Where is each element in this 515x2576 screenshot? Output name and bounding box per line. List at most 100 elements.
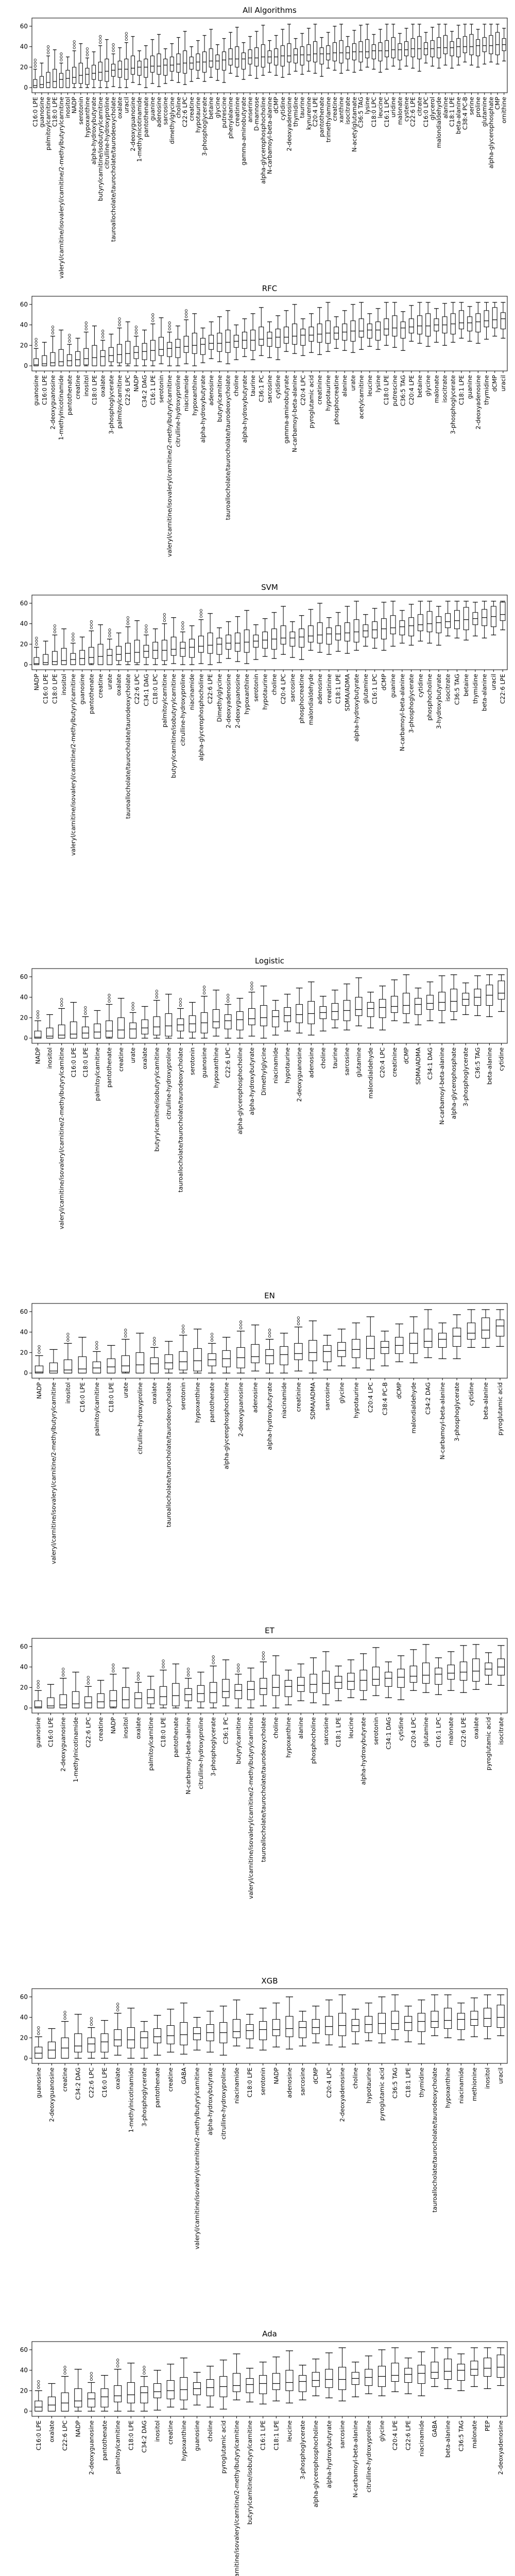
box-body [492, 307, 497, 329]
x-tick-label: 2-deoxyadenosine [497, 2420, 504, 2475]
box-outlier [297, 1319, 300, 1323]
box-body [285, 2370, 294, 2391]
x-tick-label: C18:1 LPE [405, 2067, 412, 2097]
x-tick-label: phosphocholine [310, 1717, 317, 1764]
y-tick-label: 0 [24, 1369, 28, 1377]
box-outlier [199, 615, 202, 618]
box-body [272, 2373, 280, 2390]
box-body [426, 611, 433, 633]
x-tick-label: 2-deoxyguanosine [48, 2067, 55, 2122]
x-tick-label: cytidine [417, 674, 424, 698]
x-tick-label: 3-phosphoglycerate [453, 1382, 460, 1442]
x-tick-label: valeryl/carnitine/isovaleryl/carnitine/2… [166, 375, 173, 557]
box-outlier [212, 1662, 215, 1665]
box-outlier [95, 1347, 98, 1350]
box-body [284, 1680, 293, 1697]
panel-4: EN 0 20 40 60 NADP valeryl/carnitine/isovalery… [20, 1291, 508, 1564]
box-outlier [112, 1664, 115, 1667]
x-tick-label: niacinamide [183, 375, 190, 411]
box-outlier [63, 2369, 66, 2372]
box-outlier [38, 1351, 41, 1354]
box-body [462, 36, 467, 54]
x-tick-label: adenosine [316, 674, 323, 704]
box-outlier [162, 1666, 165, 1669]
x-tick-label: leucine [376, 97, 384, 118]
box-body [236, 1011, 244, 1030]
x-tick-label: C18:1 LPE [335, 1717, 342, 1747]
box-body [244, 630, 250, 653]
x-tick-label: hypotaurine [284, 1047, 291, 1083]
box-body [481, 1317, 490, 1339]
x-tick-label: glycine [378, 2420, 385, 2442]
box-outlier [212, 1655, 215, 1658]
x-tick-label: adenosine [307, 1047, 315, 1078]
box-body [61, 648, 67, 665]
x-tick-label: creatine [61, 2067, 68, 2092]
x-tick-label: C20:4 LPE [408, 375, 415, 405]
box-body [337, 1342, 346, 1357]
x-tick-label: niacinamide [457, 2067, 465, 2104]
x-tick-label: pyroglutamic acid [220, 2420, 227, 2473]
box-outlier [60, 1004, 63, 1007]
box-outlier [116, 2362, 119, 2365]
x-tick-label: oxalate [472, 1717, 479, 1739]
x-tick-label: cytidine [274, 375, 282, 399]
x-tick-label: 2-deoxyguanosine [49, 375, 56, 430]
x-tick-label: oxalate [115, 674, 123, 696]
box-body [215, 55, 220, 70]
x-tick-label: alanine [442, 97, 449, 118]
x-tick-label: pyroglutamic acid [485, 1717, 492, 1770]
panel-title: All Algorithms [243, 6, 297, 15]
x-tick-label: 1-methylnicotinamide [58, 375, 65, 440]
x-tick-label: inositol [484, 2067, 491, 2089]
box-body [70, 1021, 77, 1039]
box-body [147, 1689, 154, 1704]
box-outlier [85, 50, 89, 54]
x-tick-label: C18:0 LPE [108, 1382, 115, 1412]
box-body [313, 41, 317, 62]
box-body [246, 2378, 254, 2393]
x-tick-label: betaine [416, 375, 423, 398]
x-tick-label: inositol [154, 2420, 161, 2442]
box-body [280, 1346, 288, 1365]
x-tick-label: C18:0 LPE [82, 1047, 89, 1077]
box-body [344, 622, 350, 641]
box-body [259, 2021, 267, 2040]
box-outlier [125, 35, 128, 38]
box-body [207, 632, 213, 654]
box-body [475, 313, 481, 333]
box-outlier [268, 1332, 271, 1335]
box-body [47, 2396, 56, 2412]
box-body [166, 2025, 175, 2044]
box-body [153, 2028, 162, 2043]
x-tick-label: oxalate [116, 97, 124, 118]
x-tick-label: isocitrate [441, 375, 449, 403]
box-outlier [116, 2009, 119, 2012]
box-body [339, 40, 344, 63]
x-tick-label: alpha-glycerophosphocholine [260, 97, 267, 184]
plot-frame [31, 2341, 508, 2417]
box-body [482, 37, 487, 53]
box-outlier [124, 1334, 127, 1338]
x-tick-label: phosphocholine [426, 674, 433, 721]
box-outlier [108, 997, 111, 1000]
box-body [85, 67, 90, 85]
box-body [299, 2021, 307, 2038]
box-body [319, 47, 324, 64]
box-outlier [168, 327, 171, 331]
box-outlier [131, 1008, 134, 1011]
box-body [467, 1323, 476, 1340]
box-outlier [131, 1002, 134, 1005]
x-tick-label: phosphocreatine [298, 674, 305, 723]
box-outlier [179, 1004, 182, 1007]
x-tick-label: C20:4 LPC [379, 1047, 386, 1078]
box-outlier [68, 333, 71, 337]
box-outlier [134, 328, 138, 332]
x-tick-label: serotonin [180, 1382, 187, 1410]
box-body [312, 2019, 320, 2034]
box-outlier [66, 1338, 70, 1342]
x-tick-label: C34:2 DAG [75, 2067, 82, 2100]
x-tick-label: 3-phosphoglycerate [299, 2420, 306, 2480]
x-tick-label: glutamine [481, 97, 488, 127]
